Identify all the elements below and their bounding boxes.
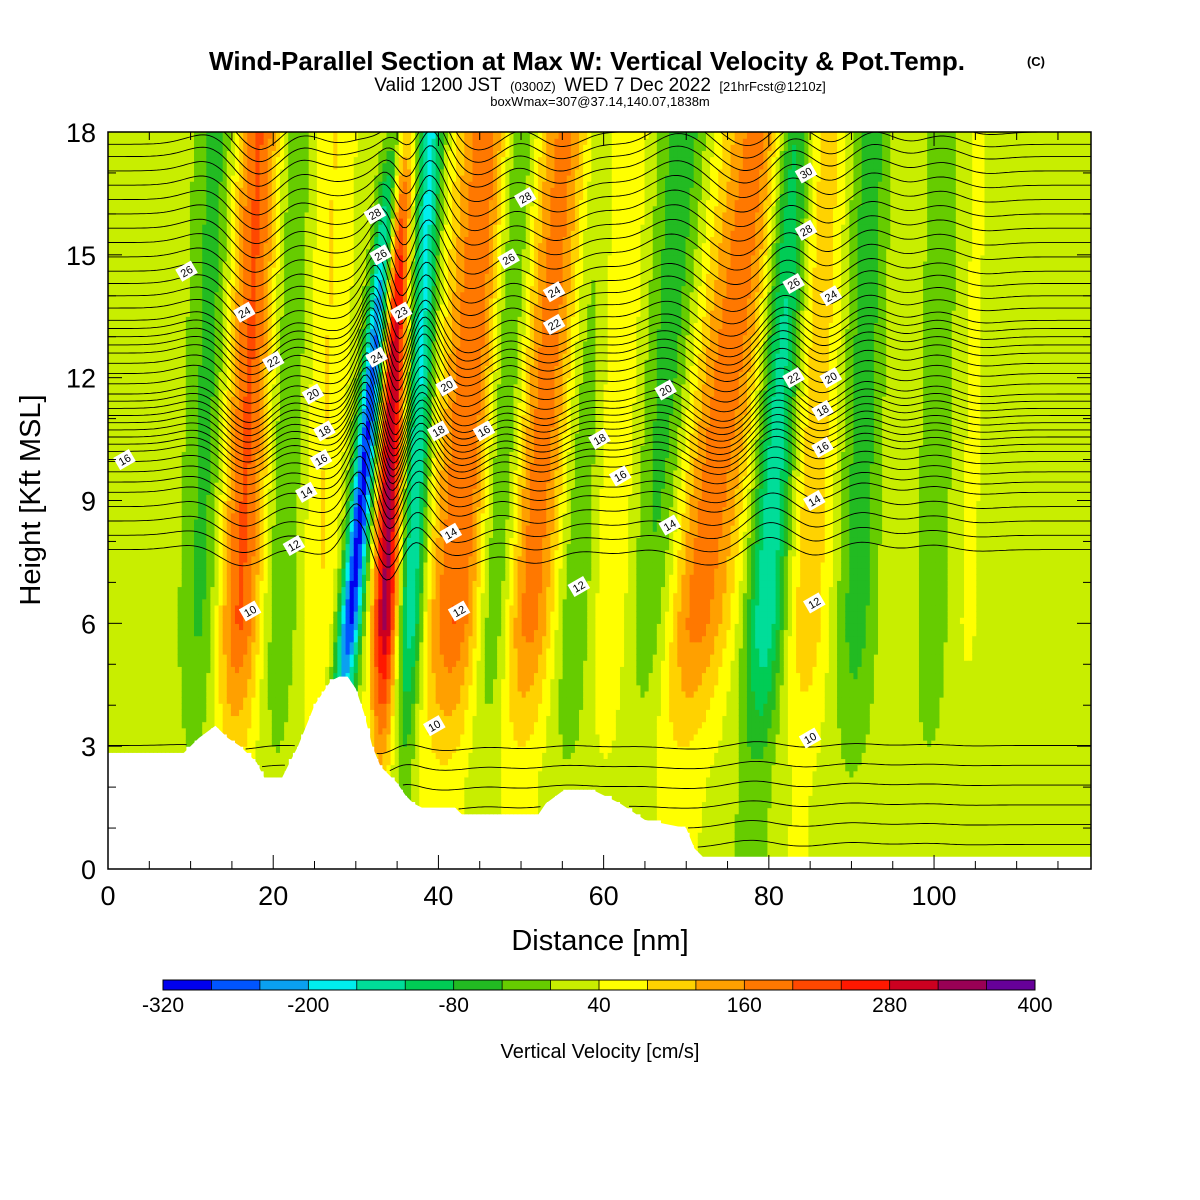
colorbar-swatch (696, 980, 745, 990)
x-tick-label: 0 (100, 881, 115, 911)
y-tick-label: 12 (66, 364, 96, 394)
copyright-mark: (C) (1027, 54, 1045, 69)
colorbar-tick-label: -80 (439, 994, 469, 1017)
y-tick-label: 9 (81, 487, 96, 517)
colorbar-swatch (793, 980, 842, 990)
colorbar-swatch (599, 980, 648, 990)
chart-canvas: Wind-Parallel Section at Max W: Vertical… (0, 0, 1200, 1200)
x-tick-label: 40 (423, 881, 453, 911)
colorbar-swatch (502, 980, 551, 990)
subtitle-utc: (0300Z) (510, 79, 556, 94)
colorbar-tick-label: 280 (872, 994, 907, 1017)
colorbar-swatch (987, 980, 1036, 990)
colorbar-swatch (938, 980, 987, 990)
colorbar-tick-label: 160 (727, 994, 762, 1017)
box-info: boxWmax=307@37.14,140.07,1838m (490, 94, 710, 109)
colorbar-swatch (211, 980, 260, 990)
x-axis-label: Distance [nm] (511, 925, 688, 957)
colorbar-label: Vertical Velocity [cm/s] (501, 1041, 700, 1063)
colorbar-swatch (405, 980, 454, 990)
y-tick-label: 0 (81, 855, 96, 885)
y-tick-label: 15 (66, 241, 96, 271)
subtitle-lead: Valid 1200 JST (374, 75, 502, 96)
colorbar-tick-label: -320 (142, 994, 184, 1017)
colorbar-tick-label: 40 (587, 994, 610, 1017)
x-tick-label: 60 (589, 881, 619, 911)
colorbar-swatch (357, 980, 406, 990)
x-tick-label: 100 (912, 881, 957, 911)
colorbar-swatch (163, 980, 212, 990)
x-tick-label: 80 (754, 881, 784, 911)
y-tick-label: 18 (66, 118, 96, 148)
y-tick-label: 3 (81, 732, 96, 762)
colorbar-swatch (308, 980, 357, 990)
plot-area: 2826262422232420181616141210282624222018… (108, 92, 1092, 869)
velocity-field (108, 132, 1092, 857)
subtitle-forecast: [21hrFcst@1210z] (719, 79, 825, 94)
y-axis-label: Height [Kft MSL] (15, 394, 47, 605)
colorbar-tick-label: 400 (1017, 994, 1052, 1017)
y-tick-label: 6 (81, 609, 96, 639)
colorbar-swatch (551, 980, 600, 990)
colorbar-swatch (890, 980, 939, 990)
colorbar-swatch (454, 980, 503, 990)
colorbar-tick-label: -200 (287, 994, 329, 1017)
subtitle-date: WED 7 Dec 2022 (564, 75, 711, 96)
colorbar-swatch (260, 980, 309, 990)
chart-subtitle: Valid 1200 JST (0300Z) WED 7 Dec 2022 [2… (374, 75, 826, 96)
chart-title: Wind-Parallel Section at Max W: Vertical… (209, 46, 965, 76)
colorbar: -320 -200 -80 40 160 280 400 (142, 980, 1053, 1017)
x-tick-label: 20 (258, 881, 288, 911)
colorbar-swatch (647, 980, 696, 990)
colorbar-swatch (841, 980, 890, 990)
colorbar-swatch (744, 980, 793, 990)
